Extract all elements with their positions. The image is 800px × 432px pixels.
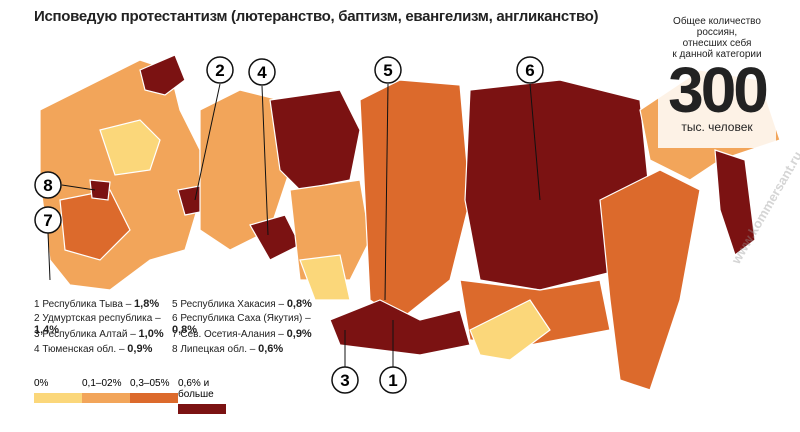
legend-item: 0,6% и больше: [178, 378, 226, 414]
leader: [384, 83, 389, 301]
legend-swatch: [82, 393, 130, 403]
marker-circle: [374, 56, 402, 84]
region-item: 8 Липецкая обл. – 0,6%: [172, 343, 322, 358]
callout-text: отнесших себя: [682, 38, 752, 49]
leader: [47, 231, 51, 281]
marker-circle: [331, 366, 359, 394]
callout-unit: тыс. человек: [681, 120, 753, 134]
region: [599, 169, 701, 391]
marker-circle: [248, 58, 276, 86]
region-rank: 2: [34, 313, 40, 324]
leader: [261, 85, 269, 236]
region: [39, 59, 201, 291]
marker-label: 1: [388, 371, 397, 390]
region-item: 4 Тюменская обл. – 0,9%: [34, 343, 172, 358]
region: [329, 299, 471, 356]
region-value: 0,8%: [172, 324, 198, 336]
region-rank: 4: [34, 344, 40, 355]
legend: 0% 0,1–02% 0,3–05% 0,6% и больше: [34, 378, 226, 414]
region: [299, 254, 351, 301]
region-item: 2 Удмуртская республика – 1,4%: [34, 313, 172, 336]
marker-label: 6: [525, 61, 534, 80]
legend-item: 0,3–05%: [130, 378, 178, 414]
region-item: 5 Республика Хакасия – 0,8%: [172, 298, 322, 313]
legend-item: 0,1–02%: [82, 378, 130, 414]
region-value: 0,8%: [286, 298, 312, 310]
marker-label: 7: [43, 211, 52, 230]
region-item: 3 Республика Алтай – 1,0%: [34, 328, 172, 343]
region-value: 1,4%: [34, 324, 60, 336]
region-name: Тюменская обл. –: [42, 344, 125, 355]
legend-label: 0,3–05%: [130, 378, 170, 389]
region-name: Республика Саха (Якутия) –: [180, 313, 311, 324]
region: [199, 89, 291, 251]
region-name: Республика Алтай –: [42, 329, 136, 340]
region: [469, 299, 551, 361]
region: [714, 149, 756, 256]
marker-label: 5: [383, 61, 392, 80]
callout: Общее количество россиян, отнесших себя …: [658, 6, 776, 148]
region: [269, 89, 361, 191]
region-rank: 8: [172, 344, 178, 355]
region-value: 0,9%: [127, 343, 153, 355]
region: [89, 179, 111, 201]
region-value: 0,6%: [258, 343, 284, 355]
leader: [529, 83, 541, 201]
legend-swatch: [178, 404, 226, 414]
region-name: Удмуртская республика –: [42, 313, 161, 324]
region-name: Республика Хакасия –: [180, 299, 285, 310]
marker-label: 4: [257, 63, 267, 82]
marker-label: 3: [340, 371, 349, 390]
callout-number: 300: [668, 54, 769, 126]
region-name: Республика Тыва –: [42, 299, 132, 310]
legend-item: 0%: [34, 378, 82, 414]
region-rank: 3: [34, 329, 40, 340]
leader: [61, 184, 96, 191]
region: [289, 179, 371, 281]
marker-circle: [34, 206, 62, 234]
region-rank: 1: [34, 299, 40, 310]
legend-label: 0,6% и больше: [178, 378, 214, 400]
title: Исповедую протестантизм (лютеранство, ба…: [34, 8, 599, 25]
region-rank: 7: [172, 329, 178, 340]
legend-swatch: [34, 393, 82, 403]
legend-label: 0,1–02%: [82, 378, 122, 389]
marker-circle: [34, 171, 62, 199]
marker-label: 8: [43, 176, 52, 195]
region-name: Сев. Осетия-Алания –: [180, 329, 284, 340]
region: [359, 79, 471, 321]
region: [99, 119, 161, 176]
region-value: 1,8%: [134, 298, 160, 310]
callout-text: Общее количество россиян,: [673, 16, 761, 38]
region-value: 0,9%: [286, 328, 312, 340]
region-item: 6 Республика Саха (Якутия) – 0,8%: [172, 313, 322, 336]
marker-label: 2: [215, 61, 224, 80]
region-item: 1 Республика Тыва – 1,8%: [34, 298, 172, 313]
region-rank: 6: [172, 313, 178, 324]
region: [139, 54, 186, 96]
region-rank: 5: [172, 299, 178, 310]
marker-circle: [206, 56, 234, 84]
marker-circle: [516, 56, 544, 84]
region-item: 7 Сев. Осетия-Алания – 0,9%: [172, 328, 322, 343]
region-name: Липецкая обл. –: [180, 344, 256, 355]
marker-circle: [379, 366, 407, 394]
leader: [194, 83, 221, 201]
legend-swatch: [130, 393, 178, 403]
region-list: 1 Республика Тыва – 1,8% 2 Удмуртская рес…: [34, 298, 322, 358]
legend-label: 0%: [34, 378, 49, 389]
region-value: 1,0%: [138, 328, 164, 340]
callout-text: к данной категории: [672, 49, 762, 60]
